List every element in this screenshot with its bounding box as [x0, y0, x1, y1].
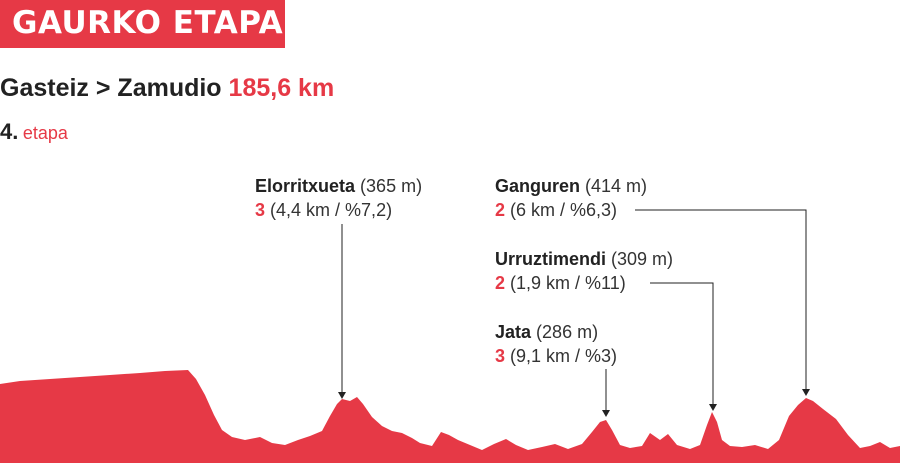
climb-name: Urruztimendi [495, 249, 607, 269]
stage-number: 4. [0, 119, 19, 144]
route-heading: Gasteiz > Zamudio 185,6 km [0, 74, 334, 103]
climb-label-ganguren: Ganguren (414 m) 2 (6 km / %6,3) [495, 174, 647, 222]
climb-details: (6 km / %6,3) [510, 200, 618, 220]
climb-detail-row: 2 (1,9 km / %11) [495, 271, 673, 295]
climb-title-row: Jata (286 m) [495, 320, 617, 344]
route-from-to: Gasteiz > Zamudio [0, 74, 222, 102]
climb-details: (9,1 km / %3) [510, 346, 618, 366]
arrow-elorritxueta [338, 392, 346, 399]
climb-name: Ganguren [495, 176, 581, 196]
stage-label: 4. etapa [0, 119, 68, 145]
climb-category: 3 [255, 200, 266, 220]
leader-arrows [338, 389, 810, 417]
leader-ganguren [635, 209, 807, 391]
climb-detail-row: 3 (4,4 km / %7,2) [255, 198, 422, 222]
climb-label-jata: Jata (286 m) 3 (9,1 km / %3) [495, 320, 617, 368]
climb-category: 2 [495, 200, 506, 220]
climb-details: (4,4 km / %7,2) [270, 200, 393, 220]
climb-altitude: (414 m) [585, 176, 648, 196]
climb-detail-row: 2 (6 km / %6,3) [495, 198, 647, 222]
climb-category: 2 [495, 273, 506, 293]
climb-title-row: Ganguren (414 m) [495, 174, 647, 198]
elevation-area [0, 370, 900, 463]
climb-label-urruztimendi: Urruztimendi (309 m) 2 (1,9 km / %11) [495, 247, 673, 295]
climb-altitude: (309 m) [611, 249, 674, 269]
climb-name: Elorritxueta [255, 176, 356, 196]
leader-urruztimendi [650, 282, 714, 406]
arrow-urruztimendi [709, 404, 717, 411]
banner-title: GAURKO ETAPA [12, 5, 284, 41]
climb-name: Jata [495, 322, 532, 342]
arrow-ganguren [802, 389, 810, 396]
stage-word: etapa [22, 123, 68, 143]
title-banner: GAURKO ETAPA [0, 0, 285, 48]
climb-category: 3 [495, 346, 506, 366]
climb-altitude: (286 m) [536, 322, 599, 342]
climb-title-row: Elorritxueta (365 m) [255, 174, 422, 198]
climb-label-elorritxueta: Elorritxueta (365 m) 3 (4,4 km / %7,2) [255, 174, 422, 222]
climb-leaders [341, 209, 807, 412]
climb-title-row: Urruztimendi (309 m) [495, 247, 673, 271]
climb-detail-row: 3 (9,1 km / %3) [495, 344, 617, 368]
arrow-jata [602, 410, 610, 417]
climb-details: (1,9 km / %11) [510, 273, 626, 293]
climb-altitude: (365 m) [360, 176, 423, 196]
route-distance: 185,6 km [228, 74, 335, 102]
